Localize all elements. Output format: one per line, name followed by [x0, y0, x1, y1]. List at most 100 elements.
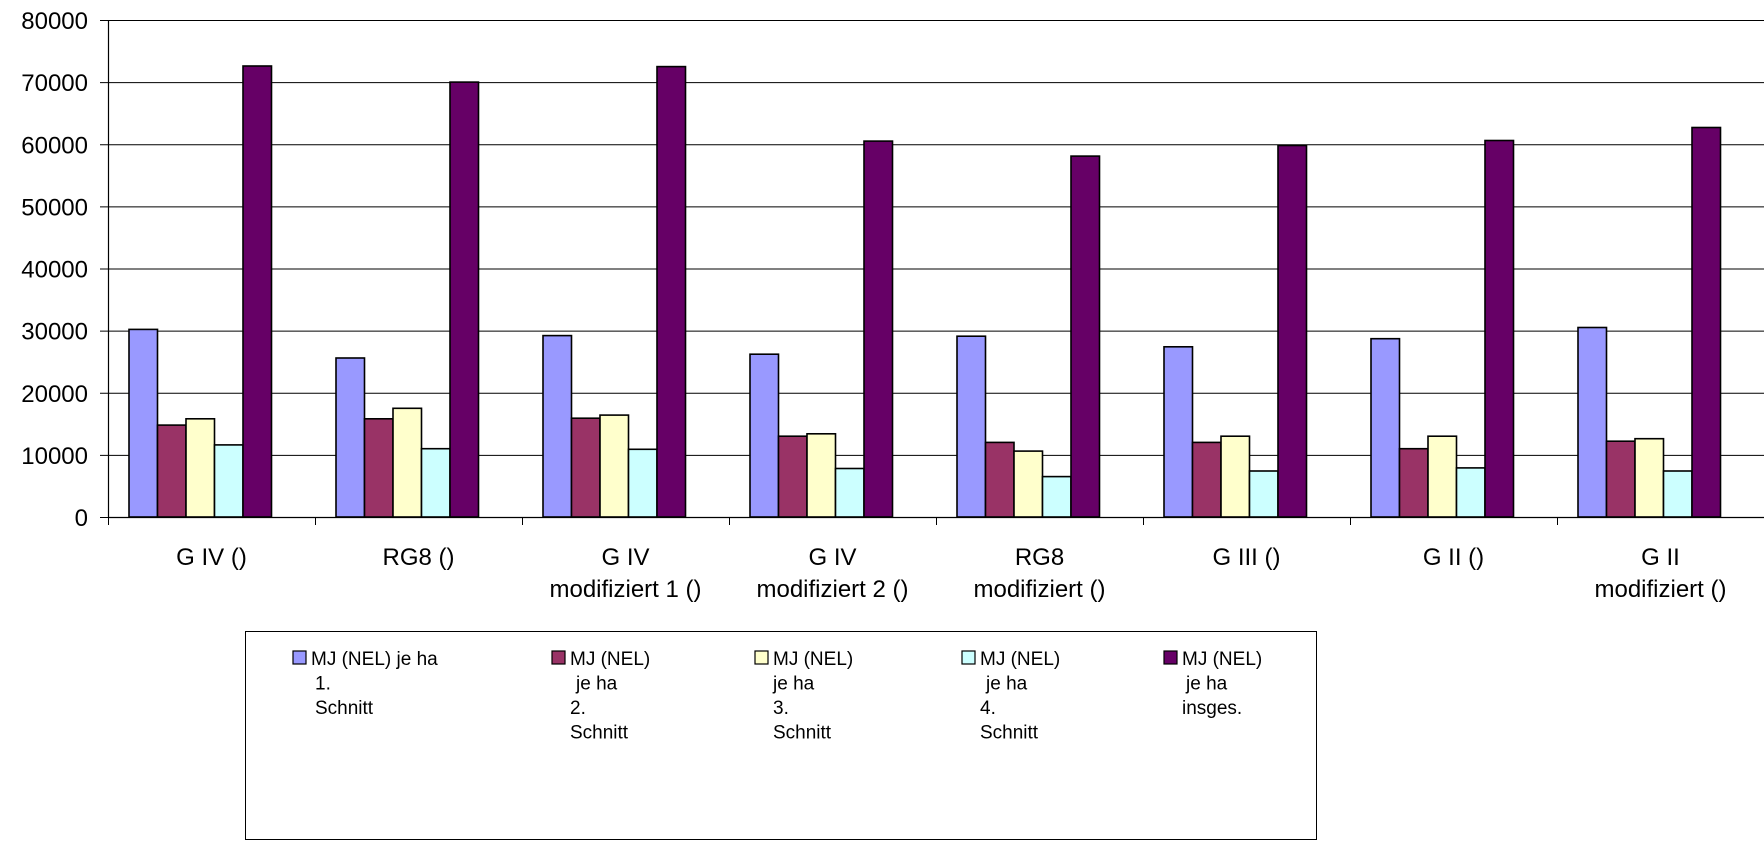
x-category-label-line: RG8 () [383, 544, 455, 571]
x-category-label-line: G III () [1213, 544, 1281, 571]
bar [1013, 450, 1044, 518]
x-category-label: G II modifiziert () [1594, 544, 1726, 603]
y-axis-ticks: 0 10000 20000 30000 40000 50000 60000 70000 8000… [21, 8, 88, 532]
bar [420, 447, 451, 518]
bar [599, 414, 630, 518]
bar [863, 140, 894, 518]
bar [1577, 326, 1608, 518]
bar [128, 328, 159, 518]
y-tick-label: 70000 [21, 70, 88, 97]
legend-label-line: MJ (NEL) [773, 649, 853, 670]
bar [1070, 155, 1101, 518]
legend-swatch [961, 650, 976, 665]
bar [335, 357, 366, 518]
bar [363, 417, 394, 518]
legend-label-line: 3. [773, 698, 789, 719]
bar [956, 335, 987, 518]
bar [542, 334, 573, 518]
x-category-label: G IV modifiziert 1 () [549, 544, 701, 603]
bar [1605, 440, 1636, 518]
bar [834, 467, 865, 518]
bars [128, 65, 1722, 518]
x-axis-labels: G IV () RG8 () G IV modifiziert 1 () G IV mod… [176, 544, 1726, 603]
legend-label-line: je ha [985, 674, 1028, 695]
y-tick-label: 30000 [21, 319, 88, 346]
x-category-label: G IV modifiziert 2 () [756, 544, 908, 603]
bar [1370, 337, 1401, 518]
bar [1277, 144, 1308, 518]
legend-label-line: 4. [980, 698, 996, 719]
bar [1163, 345, 1194, 518]
x-category-label-line: modifiziert () [973, 576, 1105, 603]
legend-swatch [292, 650, 307, 665]
bar [570, 417, 601, 518]
legend-label: MJ (NEL) je ha 4. Schnitt [980, 649, 1060, 744]
legend-label-line: Schnitt [570, 723, 629, 744]
y-tick-label: 0 [75, 505, 88, 532]
bar [749, 353, 780, 518]
legend-label-line: 2. [570, 698, 586, 719]
y-tick-label: 40000 [21, 257, 88, 284]
bar [1455, 467, 1486, 518]
bar [449, 81, 480, 518]
legend-label-line: je ha [575, 674, 618, 695]
x-category-label: RG8 () [383, 544, 455, 571]
legend-swatch [1163, 650, 1178, 665]
x-category-label: G II () [1423, 544, 1484, 571]
x-category-label-line: G IV () [176, 544, 247, 571]
legend: MJ (NEL) je ha 1. Schnitt MJ (NEL) je ha 2. Sc… [245, 631, 1317, 840]
legend-label-line: je ha [772, 674, 815, 695]
bar [392, 407, 423, 518]
x-category-label-line: G IV [808, 544, 856, 571]
bar [1220, 435, 1251, 518]
bar [242, 65, 273, 518]
bar [213, 444, 244, 518]
y-tick-label: 60000 [21, 132, 88, 159]
x-category-label-line: G II [1641, 544, 1680, 571]
legend-label: MJ (NEL) je ha 2. Schnitt [570, 649, 650, 744]
bar [1191, 441, 1222, 518]
legend-label-line: Schnitt [980, 723, 1039, 744]
y-tick-label: 50000 [21, 194, 88, 221]
legend-label-line: Schnitt [315, 698, 374, 719]
legend-label: MJ (NEL) je ha insges. [1182, 649, 1262, 719]
bar [806, 432, 837, 518]
legend-label-line: 1. [315, 674, 331, 695]
legend-label-line: MJ (NEL) [1182, 649, 1262, 670]
x-category-label-line: RG8 [1015, 544, 1064, 571]
y-tick-label: 10000 [21, 443, 88, 470]
legend-label-line: MJ (NEL) [980, 649, 1060, 670]
legend-swatch [754, 650, 769, 665]
legend-label-line: Schnitt [773, 723, 832, 744]
x-category-label: G IV () [176, 544, 247, 571]
x-category-label: G III () [1213, 544, 1281, 571]
x-category-label-line: modifiziert () [1594, 576, 1726, 603]
bar [1691, 126, 1722, 518]
legend-label-line: MJ (NEL) [570, 649, 650, 670]
gridlines [108, 20, 1764, 456]
bar [1041, 475, 1072, 518]
x-category-label-line: G IV [601, 544, 649, 571]
axes [100, 20, 1764, 525]
legend-label-line: MJ (NEL) je ha [311, 649, 438, 670]
bar [1248, 470, 1279, 518]
bar [1484, 139, 1515, 518]
y-tick-label: 80000 [21, 8, 88, 35]
x-category-label: RG8 modifiziert () [973, 544, 1105, 603]
x-category-label-line: modifiziert 2 () [756, 576, 908, 603]
y-tick-label: 20000 [21, 381, 88, 408]
legend-label-line: insges. [1182, 698, 1242, 719]
legend-label-line: je ha [1185, 674, 1228, 695]
bar [627, 448, 658, 518]
legend-swatch [551, 650, 566, 665]
bar [984, 441, 1015, 518]
legend-box [245, 631, 1317, 840]
bar [185, 417, 216, 518]
x-category-label-line: G II () [1423, 544, 1484, 571]
bar [777, 435, 808, 518]
legend-label: MJ (NEL) je ha 3. Schnitt [772, 649, 853, 744]
bar [1634, 437, 1665, 518]
bar [156, 424, 187, 518]
bar [1662, 470, 1693, 518]
